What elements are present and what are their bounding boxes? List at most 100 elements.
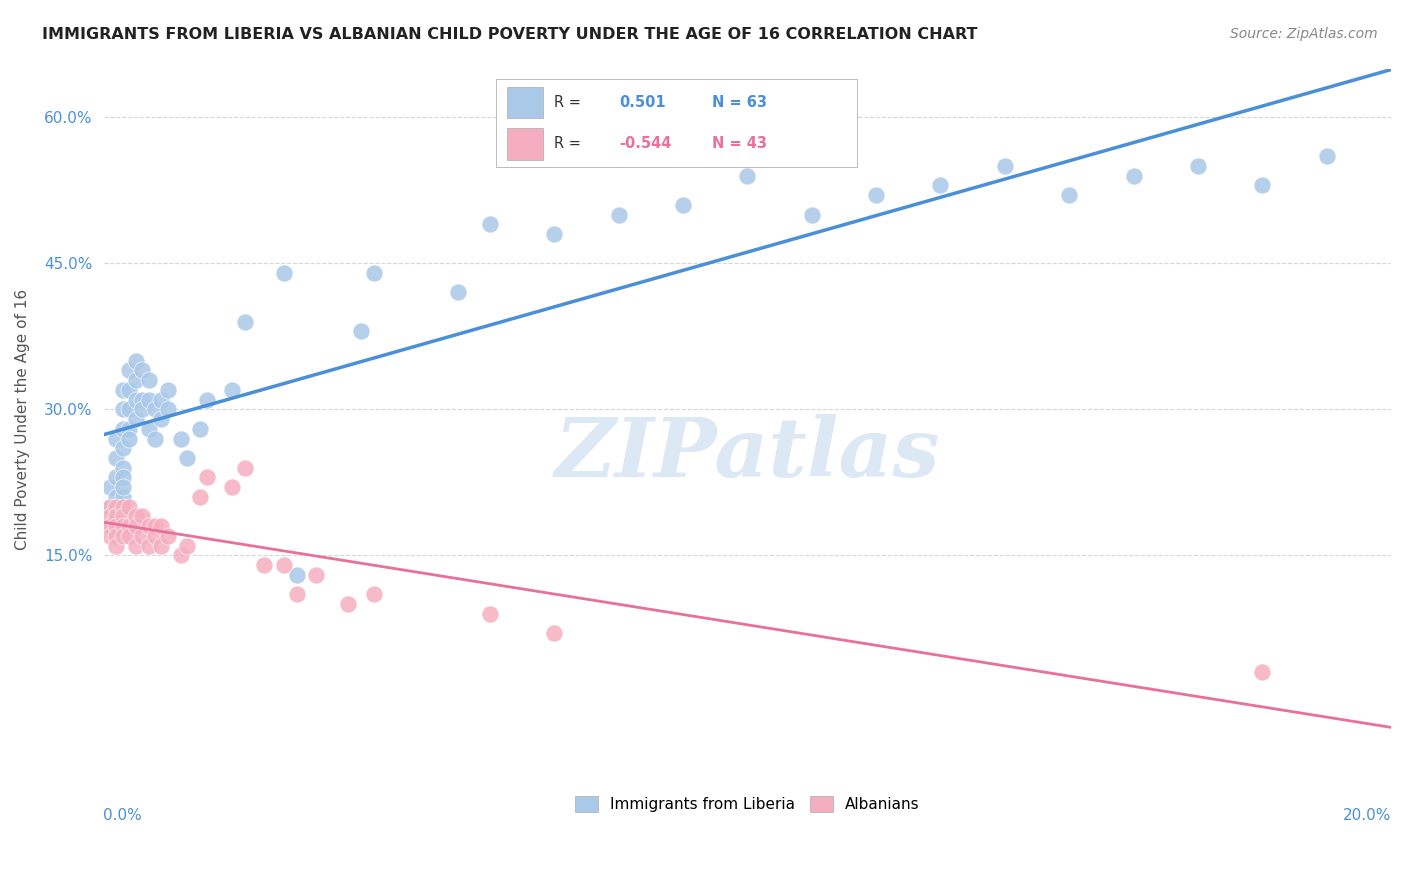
Point <box>125 519 148 533</box>
Point <box>98 519 121 533</box>
Point <box>118 529 141 543</box>
Point <box>305 567 328 582</box>
Point <box>607 208 630 222</box>
Point <box>118 422 141 436</box>
Text: 0.0%: 0.0% <box>104 808 142 823</box>
Point <box>188 422 211 436</box>
Point <box>105 500 128 514</box>
Point <box>105 470 128 484</box>
Point <box>138 519 160 533</box>
Point <box>285 567 308 582</box>
Point <box>150 539 173 553</box>
Point <box>865 188 887 202</box>
Point <box>111 383 134 397</box>
Point <box>111 470 134 484</box>
Point <box>800 208 823 222</box>
Point <box>105 509 128 524</box>
Point <box>138 373 160 387</box>
Point <box>125 539 148 553</box>
Point <box>143 529 166 543</box>
Point <box>111 500 134 514</box>
Point <box>105 539 128 553</box>
Point <box>125 373 148 387</box>
Point <box>105 529 128 543</box>
Point <box>118 519 141 533</box>
Point <box>118 383 141 397</box>
Point <box>143 402 166 417</box>
Point <box>195 470 218 484</box>
Point <box>131 392 153 407</box>
Point <box>150 392 173 407</box>
Point <box>111 402 134 417</box>
Point <box>156 383 179 397</box>
Point <box>131 509 153 524</box>
Point <box>543 626 565 640</box>
Point <box>1251 665 1274 680</box>
Point <box>150 519 173 533</box>
Point <box>1057 188 1080 202</box>
Point <box>176 539 198 553</box>
Point <box>138 539 160 553</box>
Point <box>1187 159 1209 173</box>
Point <box>125 412 148 426</box>
Point <box>994 159 1017 173</box>
Point <box>118 402 141 417</box>
Point <box>111 490 134 504</box>
Text: ZIPatlas: ZIPatlas <box>554 414 941 494</box>
Point <box>125 392 148 407</box>
Point <box>929 178 952 193</box>
Point <box>105 450 128 465</box>
Point <box>138 422 160 436</box>
Legend: Immigrants from Liberia, Albanians: Immigrants from Liberia, Albanians <box>568 789 927 818</box>
Point <box>188 490 211 504</box>
Point <box>1251 178 1274 193</box>
Point <box>131 363 153 377</box>
Point <box>273 558 295 573</box>
Point <box>363 266 385 280</box>
Text: Source: ZipAtlas.com: Source: ZipAtlas.com <box>1230 27 1378 41</box>
Point <box>111 442 134 456</box>
Point <box>111 480 134 494</box>
Text: 20.0%: 20.0% <box>1343 808 1391 823</box>
Point <box>735 169 758 183</box>
Point <box>363 587 385 601</box>
Point <box>543 227 565 241</box>
Point <box>111 422 134 436</box>
Point <box>105 432 128 446</box>
Point <box>118 363 141 377</box>
Point <box>478 607 501 621</box>
Point <box>105 519 128 533</box>
Point <box>446 285 468 300</box>
Point <box>98 500 121 514</box>
Point <box>221 480 243 494</box>
Point <box>98 529 121 543</box>
Point <box>156 402 179 417</box>
Point <box>195 392 218 407</box>
Point <box>143 519 166 533</box>
Point <box>143 432 166 446</box>
Point <box>125 509 148 524</box>
Point <box>105 509 128 524</box>
Point <box>105 500 128 514</box>
Point <box>98 509 121 524</box>
Point <box>253 558 276 573</box>
Point <box>111 529 134 543</box>
Point <box>1316 149 1339 163</box>
Point <box>105 490 128 504</box>
Point <box>170 432 193 446</box>
Point <box>176 450 198 465</box>
Point <box>118 500 141 514</box>
Point <box>131 529 153 543</box>
Point <box>111 509 134 524</box>
Text: IMMIGRANTS FROM LIBERIA VS ALBANIAN CHILD POVERTY UNDER THE AGE OF 16 CORRELATIO: IMMIGRANTS FROM LIBERIA VS ALBANIAN CHIL… <box>42 27 977 42</box>
Point <box>138 392 160 407</box>
Point <box>221 383 243 397</box>
Point <box>1122 169 1144 183</box>
Point <box>98 500 121 514</box>
Point <box>131 402 153 417</box>
Point <box>156 529 179 543</box>
Point <box>150 412 173 426</box>
Point <box>337 597 360 611</box>
Point <box>233 315 256 329</box>
Point <box>170 549 193 563</box>
